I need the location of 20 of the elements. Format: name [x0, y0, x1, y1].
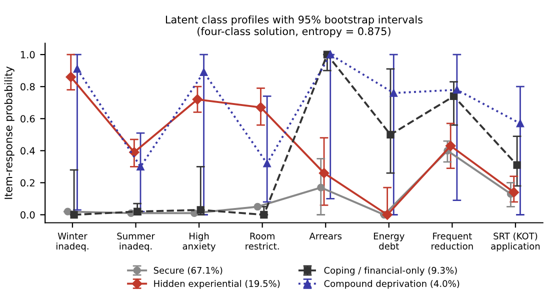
x-tick-label: High anxiety: [182, 232, 216, 252]
y-tick-label: 0.2: [20, 179, 34, 187]
x-tick-label: Frequent reduction: [432, 232, 473, 250]
y-tick-label: 0.6: [20, 115, 35, 122]
x-tick-label: Energy debt: [374, 232, 404, 250]
x-tick-label: Summer inadeq.: [117, 232, 155, 252]
chart-title: Latent class profiles with 95% bootstrap intervals (four-class solution, entropy = 0.875): [166, 15, 422, 38]
y-tick-label: 0.8: [20, 83, 35, 90]
x-tick-label: Arrears: [309, 232, 342, 240]
legend-label: Compound deprivation (4.0%): [324, 280, 460, 289]
x-tick-label: SRT (KOT) application: [491, 232, 540, 252]
legend-label: Coping / financial-only (9.3%): [324, 266, 457, 276]
x-tick-label: Room restrict.: [246, 232, 279, 250]
legend-label: Secure (67.1%): [154, 266, 222, 275]
legend-label: Hidden experiential (19.5%): [154, 280, 280, 289]
y-tick-label: 1.0: [20, 51, 35, 58]
y-tick-label: 0.4: [20, 147, 35, 155]
y-axis-title: Item-response probability: [4, 66, 14, 199]
y-tick-label: 0.0: [20, 211, 35, 219]
x-tick-label: Winter inadeq.: [56, 232, 88, 252]
